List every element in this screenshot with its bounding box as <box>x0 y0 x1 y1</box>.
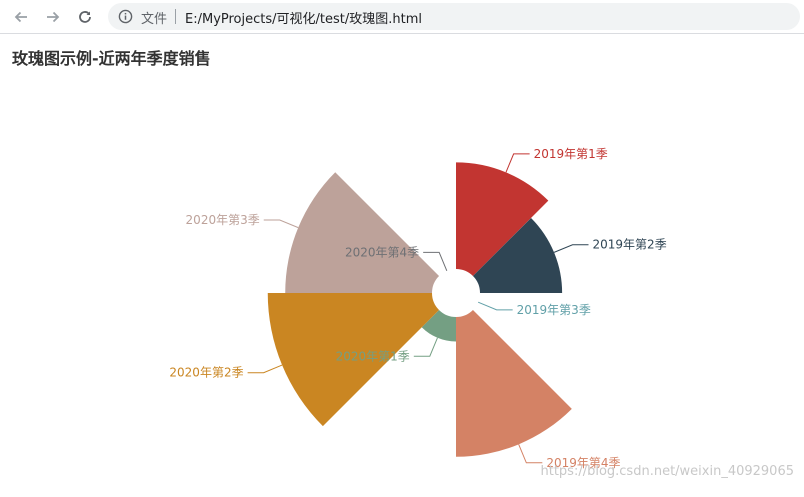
slice-2-label: 2019年第3季 <box>517 303 591 317</box>
slice-6-label: 2020年第3季 <box>186 213 260 227</box>
slice-7-leader-line <box>423 251 448 272</box>
slice-3[interactable] <box>456 309 572 457</box>
slice-4-label: 2020年第1季 <box>336 349 410 363</box>
slice-1[interactable] <box>472 217 563 293</box>
back-button[interactable] <box>9 5 33 29</box>
labels-layer: 2019年第1季 2019年第2季 2019年第3季 2019年第4季 2020年第1季… <box>169 147 666 470</box>
slice-0-label: 2019年第1季 <box>534 147 608 161</box>
leaders-layer <box>247 153 589 464</box>
slice-4[interactable] <box>421 309 456 342</box>
slice-0[interactable] <box>456 162 549 277</box>
slice-2-leader-line <box>477 301 513 311</box>
slice-5-label: 2020年第2季 <box>169 366 243 380</box>
forward-button[interactable] <box>41 5 65 29</box>
page-title: 玫瑰图示例-近两年季度销售 <box>12 49 211 68</box>
slice-5-leader-line <box>247 364 283 374</box>
info-icon[interactable] <box>118 9 133 24</box>
watermark: https://blog.csdn.net/weixin_40929065 <box>540 464 794 479</box>
slice-7-label: 2020年第4季 <box>345 245 419 259</box>
reload-icon <box>79 11 91 23</box>
slice-5[interactable] <box>267 293 440 427</box>
slice-6[interactable] <box>285 172 440 293</box>
slice-1-leader-line <box>553 244 589 253</box>
arrow-right-icon <box>47 11 60 23</box>
slice-1-label: 2019年第2季 <box>593 238 667 252</box>
url-text[interactable]: E:/MyProjects/可视化/test/玫瑰图.html <box>185 12 422 27</box>
arrow-left-icon <box>14 11 27 23</box>
address-bar[interactable]: 文件 E:/MyProjects/可视化/test/玫瑰图.html <box>108 3 800 30</box>
slice-3-leader-line <box>518 444 543 464</box>
slice-0-leader-line <box>505 153 530 173</box>
slice-4-leader-line <box>413 337 438 357</box>
slices-layer <box>267 162 572 457</box>
slice-6-leader-line <box>263 219 299 229</box>
browser-toolbar: 文件 E:/MyProjects/可视化/test/玫瑰图.html <box>0 0 804 34</box>
omnibox-divider <box>175 9 176 24</box>
slice-3-label: 2019年第4季 <box>546 456 620 470</box>
security-label: 文件 <box>141 12 168 27</box>
reload-button[interactable] <box>73 5 97 29</box>
